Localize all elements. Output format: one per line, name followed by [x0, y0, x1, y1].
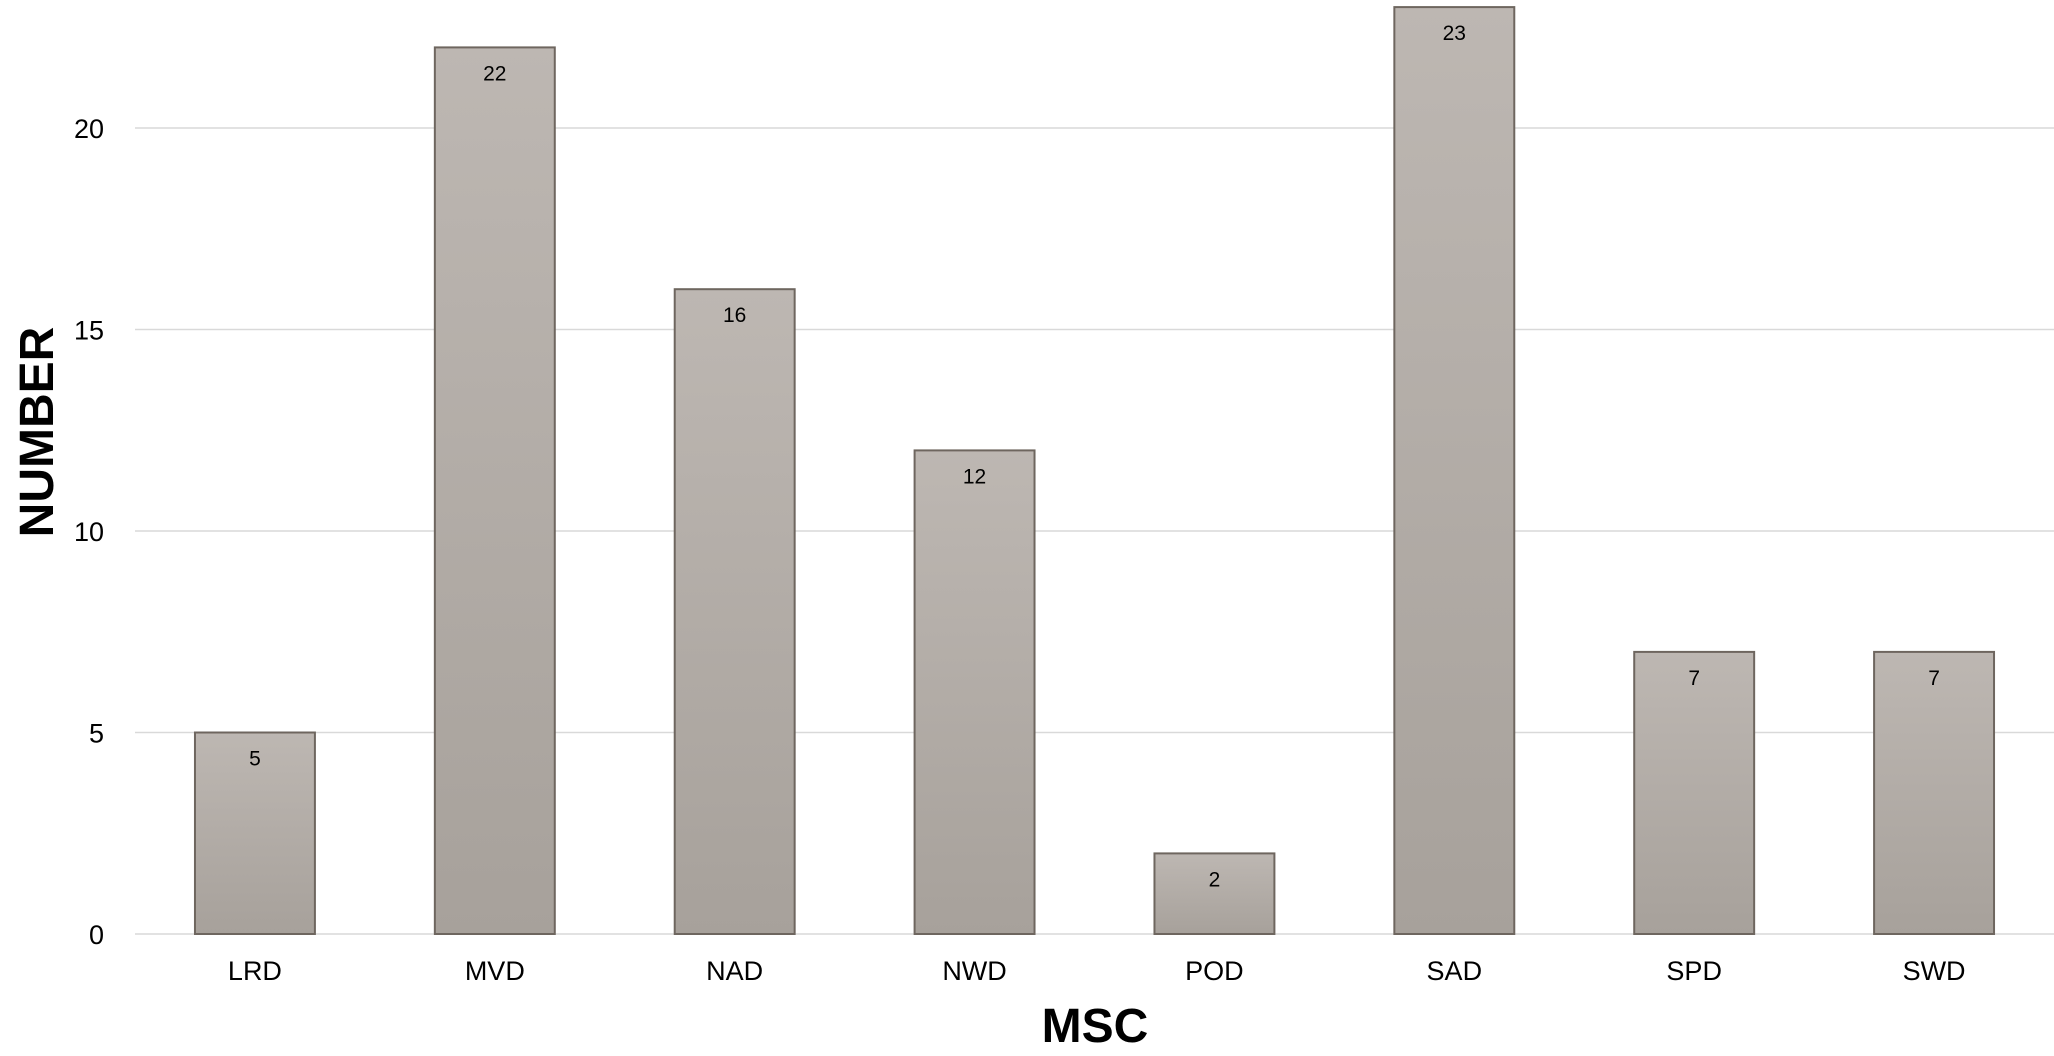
y-tick-label: 5 — [89, 719, 104, 749]
x-tick-label-nad: NAD — [706, 956, 763, 986]
y-tick-label: 15 — [74, 316, 104, 346]
x-axis-title: MSC — [1042, 1000, 1149, 1051]
bars: 5 22 16 12 2 23 7 7 — [193, 6, 1996, 936]
bar-swd — [1873, 650, 1996, 936]
data-label-nwd: 12 — [963, 465, 986, 488]
bar-sad — [1393, 6, 1516, 936]
data-label-sad: 23 — [1443, 22, 1466, 45]
data-label-mvd: 22 — [483, 62, 506, 85]
y-tick-label: 10 — [74, 517, 104, 547]
bar-lrd — [193, 731, 316, 935]
gridlines — [135, 127, 2054, 935]
x-tick-label-lrd: LRD — [228, 956, 282, 986]
y-axis-title: NUMBER — [11, 327, 64, 538]
data-label-nad: 16 — [723, 304, 746, 327]
y-tick-label: 20 — [74, 114, 104, 144]
data-label-swd: 7 — [1928, 667, 1940, 690]
x-tick-label-mvd: MVD — [465, 956, 525, 986]
x-tick-label-pod: POD — [1185, 956, 1244, 986]
x-tick-label-nwd: NWD — [942, 956, 1006, 986]
data-label-pod: 2 — [1209, 868, 1221, 891]
data-label-spd: 7 — [1688, 667, 1700, 690]
x-tick-label-sad: SAD — [1427, 956, 1483, 986]
bar-nwd — [913, 449, 1036, 935]
x-axis-ticks: LRD MVD NAD NWD POD SAD SPD SWD — [228, 956, 1966, 986]
bar-spd — [1633, 650, 1756, 936]
x-tick-label-swd: SWD — [1903, 956, 1966, 986]
y-tick-label: 0 — [89, 920, 104, 950]
bar-mvd — [433, 46, 556, 935]
bar-pod — [1153, 852, 1276, 936]
bar-nad — [673, 288, 796, 935]
x-tick-label-spd: SPD — [1666, 956, 1722, 986]
data-label-lrd: 5 — [249, 748, 261, 771]
y-axis-ticks: 0 5 10 15 20 — [74, 114, 104, 950]
